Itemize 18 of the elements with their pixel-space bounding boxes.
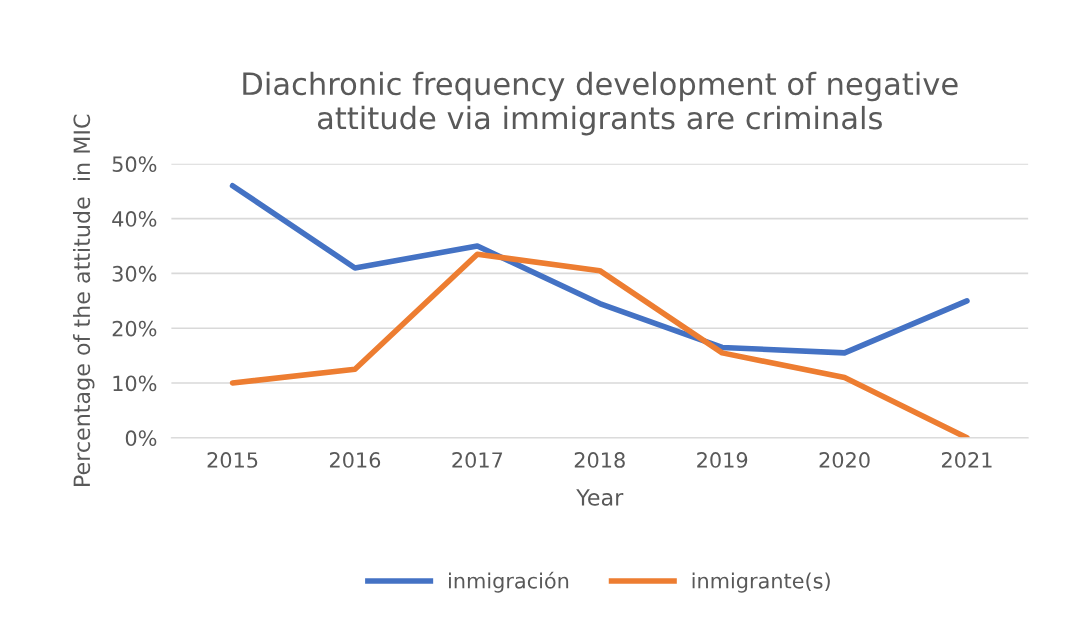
y-tick-label: 40% <box>112 211 157 227</box>
y-tick-label: 10% <box>113 375 157 392</box>
x-tick-label: 2016 <box>329 452 381 468</box>
legend-label: inmigración <box>449 571 569 593</box>
x-tick-label: 2019 <box>697 452 748 468</box>
x-tick-label: 2021 <box>941 452 992 468</box>
y-tick-label: 50% <box>112 156 157 173</box>
x-axis-title: Year <box>576 489 624 506</box>
chart-title: Diachronic frequency development of negative attitude via immigrants are criminals <box>243 71 958 136</box>
y-tick-label: 20% <box>112 320 157 337</box>
x-tick-label: 2015 <box>207 452 258 468</box>
y-tick-label: 30% <box>112 265 157 282</box>
x-tick-label: 2017 <box>452 452 503 468</box>
x-tick-label: 2018 <box>574 452 625 468</box>
legend-label: inmigrante(s) <box>692 572 830 593</box>
x-tick-label: 2020 <box>819 452 870 468</box>
y-tick-label: 0% <box>125 430 157 447</box>
y-axis-title: Percentage of the attitude in MIC <box>72 114 95 486</box>
